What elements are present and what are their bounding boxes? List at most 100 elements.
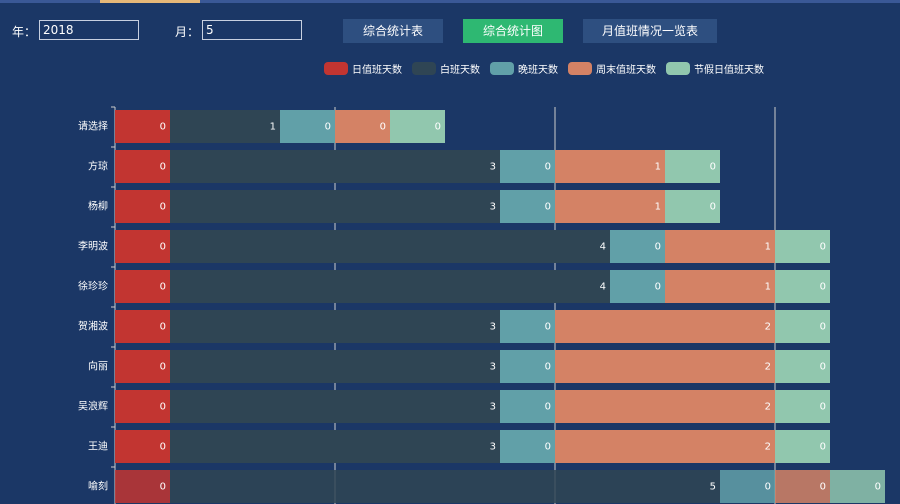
- y-tick-label: 吴浪辉: [78, 400, 108, 413]
- legend-item[interactable]: 周末值班天数: [568, 61, 656, 76]
- bar-segment: [115, 270, 170, 303]
- value-label: 0: [160, 162, 166, 173]
- bar-segment: [170, 430, 500, 463]
- value-label: 0: [380, 122, 386, 133]
- value-label: 0: [875, 482, 881, 493]
- bar-segment: [775, 310, 830, 343]
- value-label: 0: [820, 282, 826, 293]
- bar-segment: [115, 390, 170, 423]
- bar-segment: [115, 110, 170, 143]
- value-label: 0: [820, 322, 826, 333]
- value-label: 1: [655, 202, 661, 213]
- bar-segment: [115, 350, 170, 383]
- value-label: 0: [655, 242, 661, 253]
- value-label: 0: [160, 122, 166, 133]
- bar-segment: [555, 390, 775, 423]
- value-label: 0: [160, 282, 166, 293]
- value-label: 0: [710, 202, 716, 213]
- month-input[interactable]: 5: [202, 20, 302, 40]
- year-label: 年：: [12, 25, 37, 39]
- y-tick-label: 杨柳: [88, 200, 108, 213]
- value-label: 0: [710, 162, 716, 173]
- value-label: 0: [160, 322, 166, 333]
- value-label: 3: [490, 442, 496, 453]
- y-tick-label: 李明波: [78, 240, 108, 253]
- value-label: 2: [765, 362, 771, 373]
- bar-segment: [280, 110, 335, 143]
- active-tab-indicator: [100, 0, 200, 3]
- legend-item[interactable]: 节假日值班天数: [666, 61, 764, 76]
- value-label: 0: [160, 242, 166, 253]
- value-label: 0: [655, 282, 661, 293]
- bar-segment: [335, 110, 390, 143]
- bar-segment: [170, 230, 610, 263]
- bar-segment: [115, 430, 170, 463]
- monthly-button[interactable]: 月值班情况一览表: [583, 19, 717, 43]
- bar-segment: [555, 310, 775, 343]
- legend-swatch: [490, 62, 514, 75]
- value-label: 0: [160, 482, 166, 493]
- bar-segment: [665, 150, 720, 183]
- value-label: 1: [765, 282, 771, 293]
- value-label: 0: [325, 122, 331, 133]
- legend-item[interactable]: 日值班天数: [324, 61, 402, 76]
- value-label: 3: [490, 202, 496, 213]
- legend-label: 日值班天数: [352, 65, 402, 76]
- value-label: 1: [655, 162, 661, 173]
- value-label: 3: [490, 362, 496, 373]
- bar-segment: [775, 470, 830, 503]
- bar-segment: [775, 430, 830, 463]
- value-label: 3: [490, 402, 496, 413]
- top-bar: [0, 0, 900, 3]
- legend-item[interactable]: 白班天数: [412, 61, 480, 76]
- bar-segment: [170, 390, 500, 423]
- value-label: 5: [710, 482, 716, 493]
- bar-segment: [170, 190, 500, 223]
- bar-segment: [500, 390, 555, 423]
- legend-label: 晚班天数: [518, 65, 558, 76]
- value-label: 4: [600, 242, 606, 253]
- value-label: 0: [820, 242, 826, 253]
- bar-segment: [555, 430, 775, 463]
- bar-segment: [500, 190, 555, 223]
- value-label: 4: [600, 282, 606, 293]
- year-input[interactable]: 2018: [39, 20, 139, 40]
- value-label: 0: [545, 442, 551, 453]
- value-label: 0: [545, 322, 551, 333]
- bar-segment: [170, 350, 500, 383]
- bar-segment: [170, 270, 610, 303]
- bar-segment: [500, 430, 555, 463]
- legend-swatch: [412, 62, 436, 75]
- legend-swatch: [568, 62, 592, 75]
- chart-button[interactable]: 综合统计图: [463, 19, 563, 43]
- bar-segment: [170, 110, 280, 143]
- value-label: 1: [765, 242, 771, 253]
- bar-segment: [555, 150, 665, 183]
- y-tick-label: 方琼: [88, 160, 108, 173]
- bar-segment: [775, 390, 830, 423]
- value-label: 0: [160, 442, 166, 453]
- table-button[interactable]: 综合统计表: [343, 19, 443, 43]
- bar-segment: [170, 150, 500, 183]
- value-label: 0: [160, 362, 166, 373]
- bar-segment: [610, 270, 665, 303]
- bar-segment: [115, 150, 170, 183]
- value-label: 0: [820, 402, 826, 413]
- legend-swatch: [324, 62, 348, 75]
- value-label: 3: [490, 322, 496, 333]
- value-label: 2: [765, 402, 771, 413]
- value-label: 0: [545, 162, 551, 173]
- value-label: 3: [490, 162, 496, 173]
- value-label: 1: [270, 122, 276, 133]
- y-tick-label: 请选择: [78, 120, 108, 133]
- legend-label: 节假日值班天数: [694, 65, 764, 76]
- legend-item[interactable]: 晚班天数: [490, 61, 558, 76]
- bar-segment: [115, 470, 170, 503]
- bar-segment: [390, 110, 445, 143]
- legend-label: 周末值班天数: [596, 65, 656, 76]
- bar-segment: [500, 150, 555, 183]
- bar-segment: [720, 470, 775, 503]
- y-tick-label: 向丽: [88, 360, 108, 373]
